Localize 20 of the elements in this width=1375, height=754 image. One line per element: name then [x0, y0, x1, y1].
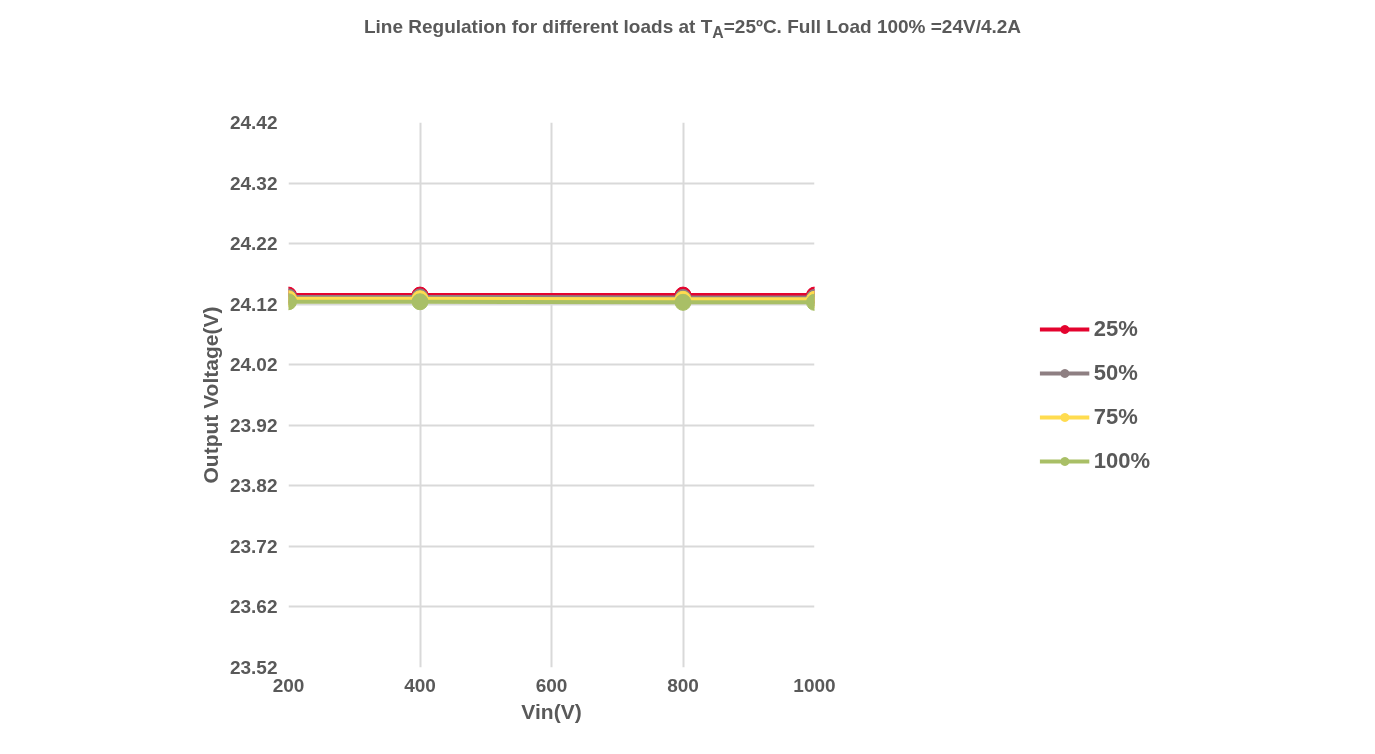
y-tick-label: 24.22 [229, 233, 278, 255]
x-tick-label: 1000 [793, 674, 836, 696]
y-axis-title: Output Voltage(V) [198, 306, 222, 484]
x-tick-label: 800 [667, 674, 699, 696]
legend-label: 75% [1093, 403, 1138, 430]
y-tick-label: 24.32 [229, 172, 278, 194]
x-tick-label: 600 [535, 674, 568, 696]
y-tick-label: 23.72 [229, 535, 278, 557]
y-tick-label: 23.62 [229, 596, 278, 618]
legend-label: 100% [1093, 447, 1151, 474]
y-tick-label: 24.12 [229, 293, 278, 315]
x-tick-label: 400 [404, 674, 436, 696]
x-axis-title: Vin(V) [521, 699, 582, 723]
chart-title: Line Regulation for different loads at T$_{A}$=25ºC. Full Load 100% =24V/4.2A [363, 15, 1022, 43]
y-tick-label: 24.42 [229, 112, 278, 133]
y-tick-label: 23.92 [229, 414, 278, 436]
y-tick-label: 24.02 [229, 354, 278, 376]
y-tick-label: 23.82 [229, 475, 278, 497]
legend-label: 50% [1093, 359, 1138, 386]
legend-label: 25% [1093, 315, 1138, 342]
